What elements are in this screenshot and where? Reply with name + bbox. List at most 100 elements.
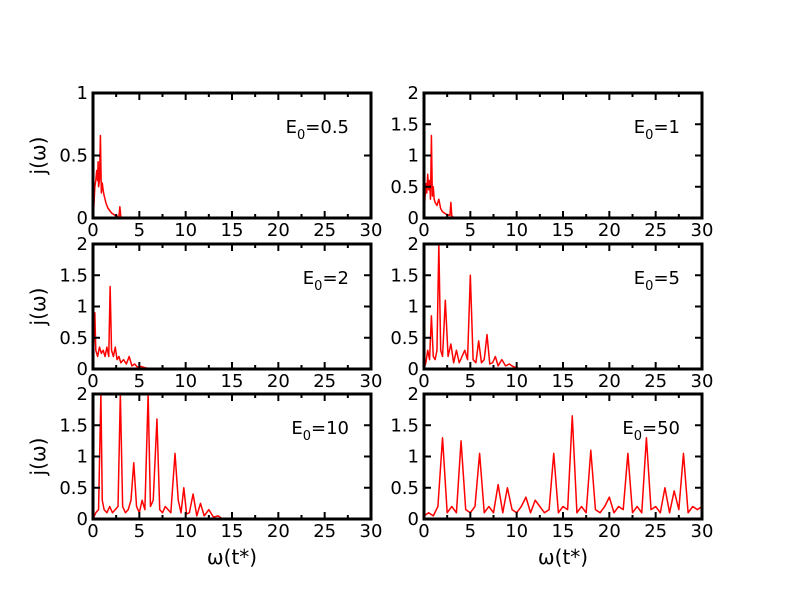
y-tick-label: 0 [77, 359, 88, 380]
panel-label-base: E [286, 117, 297, 138]
y-tick-label: 1.5 [390, 415, 419, 436]
x-tick-label: 20 [267, 220, 290, 241]
x-tick-label: 15 [221, 220, 244, 241]
y-tick-label: 2 [408, 83, 419, 104]
y-tick-label: 1.5 [390, 265, 419, 286]
x-tick-label: 5 [465, 521, 476, 542]
x-tick-label: 10 [174, 220, 197, 241]
y-tick-label: 0.5 [59, 146, 88, 167]
x-tick-label: 0 [418, 220, 429, 241]
panel-label-base: E [622, 418, 633, 439]
panel-label-value: =1 [653, 117, 680, 138]
y-tick-label: 1 [77, 297, 88, 318]
x-axis-label: ω(t*) [538, 545, 588, 569]
x-tick-label: 10 [505, 521, 528, 542]
y-tick-label: 0.5 [390, 478, 419, 499]
y-tick-label: 0.5 [390, 328, 419, 349]
panel-label-value: =2 [322, 268, 349, 289]
panel-label-base: E [634, 268, 645, 289]
y-tick-label: 0 [408, 359, 419, 380]
panel-label: E0=5 [634, 268, 680, 294]
x-tick-label: 15 [552, 220, 575, 241]
x-tick-label: 5 [465, 371, 476, 392]
x-tick-label: 15 [221, 521, 244, 542]
x-tick-label: 20 [598, 371, 621, 392]
x-tick-label: 25 [644, 521, 667, 542]
x-tick-label: 0 [87, 371, 98, 392]
y-tick-label: 1 [408, 146, 419, 167]
panel-label-subscript: 0 [645, 279, 653, 294]
x-tick-label: 10 [505, 220, 528, 241]
series-line [424, 134, 702, 218]
panel-label-subscript: 0 [645, 128, 653, 143]
x-tick-label: 5 [134, 521, 145, 542]
panel-label: E0=50 [622, 418, 680, 444]
series-line [93, 394, 371, 519]
x-tick-label: 15 [221, 371, 244, 392]
x-tick-label: 30 [360, 371, 383, 392]
y-tick-label: 2 [408, 384, 419, 405]
x-tick-label: 25 [313, 220, 336, 241]
x-tick-label: 20 [598, 220, 621, 241]
y-tick-label: 1 [408, 447, 419, 468]
panel-label: E0=0.5 [286, 117, 349, 143]
x-tick-label: 25 [313, 521, 336, 542]
y-tick-label: 0 [408, 208, 419, 229]
x-tick-label: 0 [418, 521, 429, 542]
y-tick-label: 1 [408, 297, 419, 318]
panel-label-subscript: 0 [634, 429, 642, 444]
y-tick-label: 0.5 [59, 328, 88, 349]
panel-label-subscript: 0 [297, 128, 305, 143]
x-tick-label: 30 [360, 220, 383, 241]
y-axis-label: j(ω) [26, 288, 50, 327]
y-tick-label: 2 [77, 384, 88, 405]
x-tick-label: 10 [174, 521, 197, 542]
x-tick-label: 20 [598, 521, 621, 542]
y-tick-label: 0 [408, 509, 419, 530]
panel-label-subscript: 0 [314, 279, 322, 294]
panel-label: E0=10 [291, 418, 349, 444]
y-tick-label: 0.5 [390, 177, 419, 198]
x-tick-label: 5 [134, 220, 145, 241]
x-tick-label: 25 [644, 220, 667, 241]
panel-label: E0=1 [634, 117, 680, 143]
series-line [424, 244, 702, 369]
x-tick-label: 0 [87, 220, 98, 241]
x-tick-label: 20 [267, 521, 290, 542]
panel-label-subscript: 0 [303, 429, 311, 444]
y-tick-label: 2 [408, 234, 419, 255]
panel-label-base: E [634, 117, 645, 138]
y-tick-label: 1.5 [390, 114, 419, 135]
x-tick-label: 30 [691, 521, 714, 542]
x-tick-label: 15 [552, 521, 575, 542]
x-tick-label: 30 [691, 371, 714, 392]
panel-label-value: =10 [311, 418, 349, 439]
x-tick-label: 10 [174, 371, 197, 392]
panel-label-value: =5 [653, 268, 680, 289]
x-tick-label: 5 [465, 220, 476, 241]
panel-label-value: =50 [642, 418, 680, 439]
panel-label-value: =0.5 [305, 117, 349, 138]
y-axis-label: j(ω) [26, 137, 50, 176]
y-tick-label: 0 [77, 208, 88, 229]
y-tick-label: 1 [77, 83, 88, 104]
y-tick-label: 2 [77, 234, 88, 255]
x-tick-label: 10 [505, 371, 528, 392]
y-tick-label: 1.5 [59, 415, 88, 436]
x-tick-label: 20 [267, 371, 290, 392]
x-tick-label: 30 [691, 220, 714, 241]
panel-label: E0=2 [303, 268, 349, 294]
x-tick-label: 15 [552, 371, 575, 392]
y-tick-label: 1.5 [59, 265, 88, 286]
x-tick-label: 25 [313, 371, 336, 392]
y-tick-label: 1 [77, 447, 88, 468]
